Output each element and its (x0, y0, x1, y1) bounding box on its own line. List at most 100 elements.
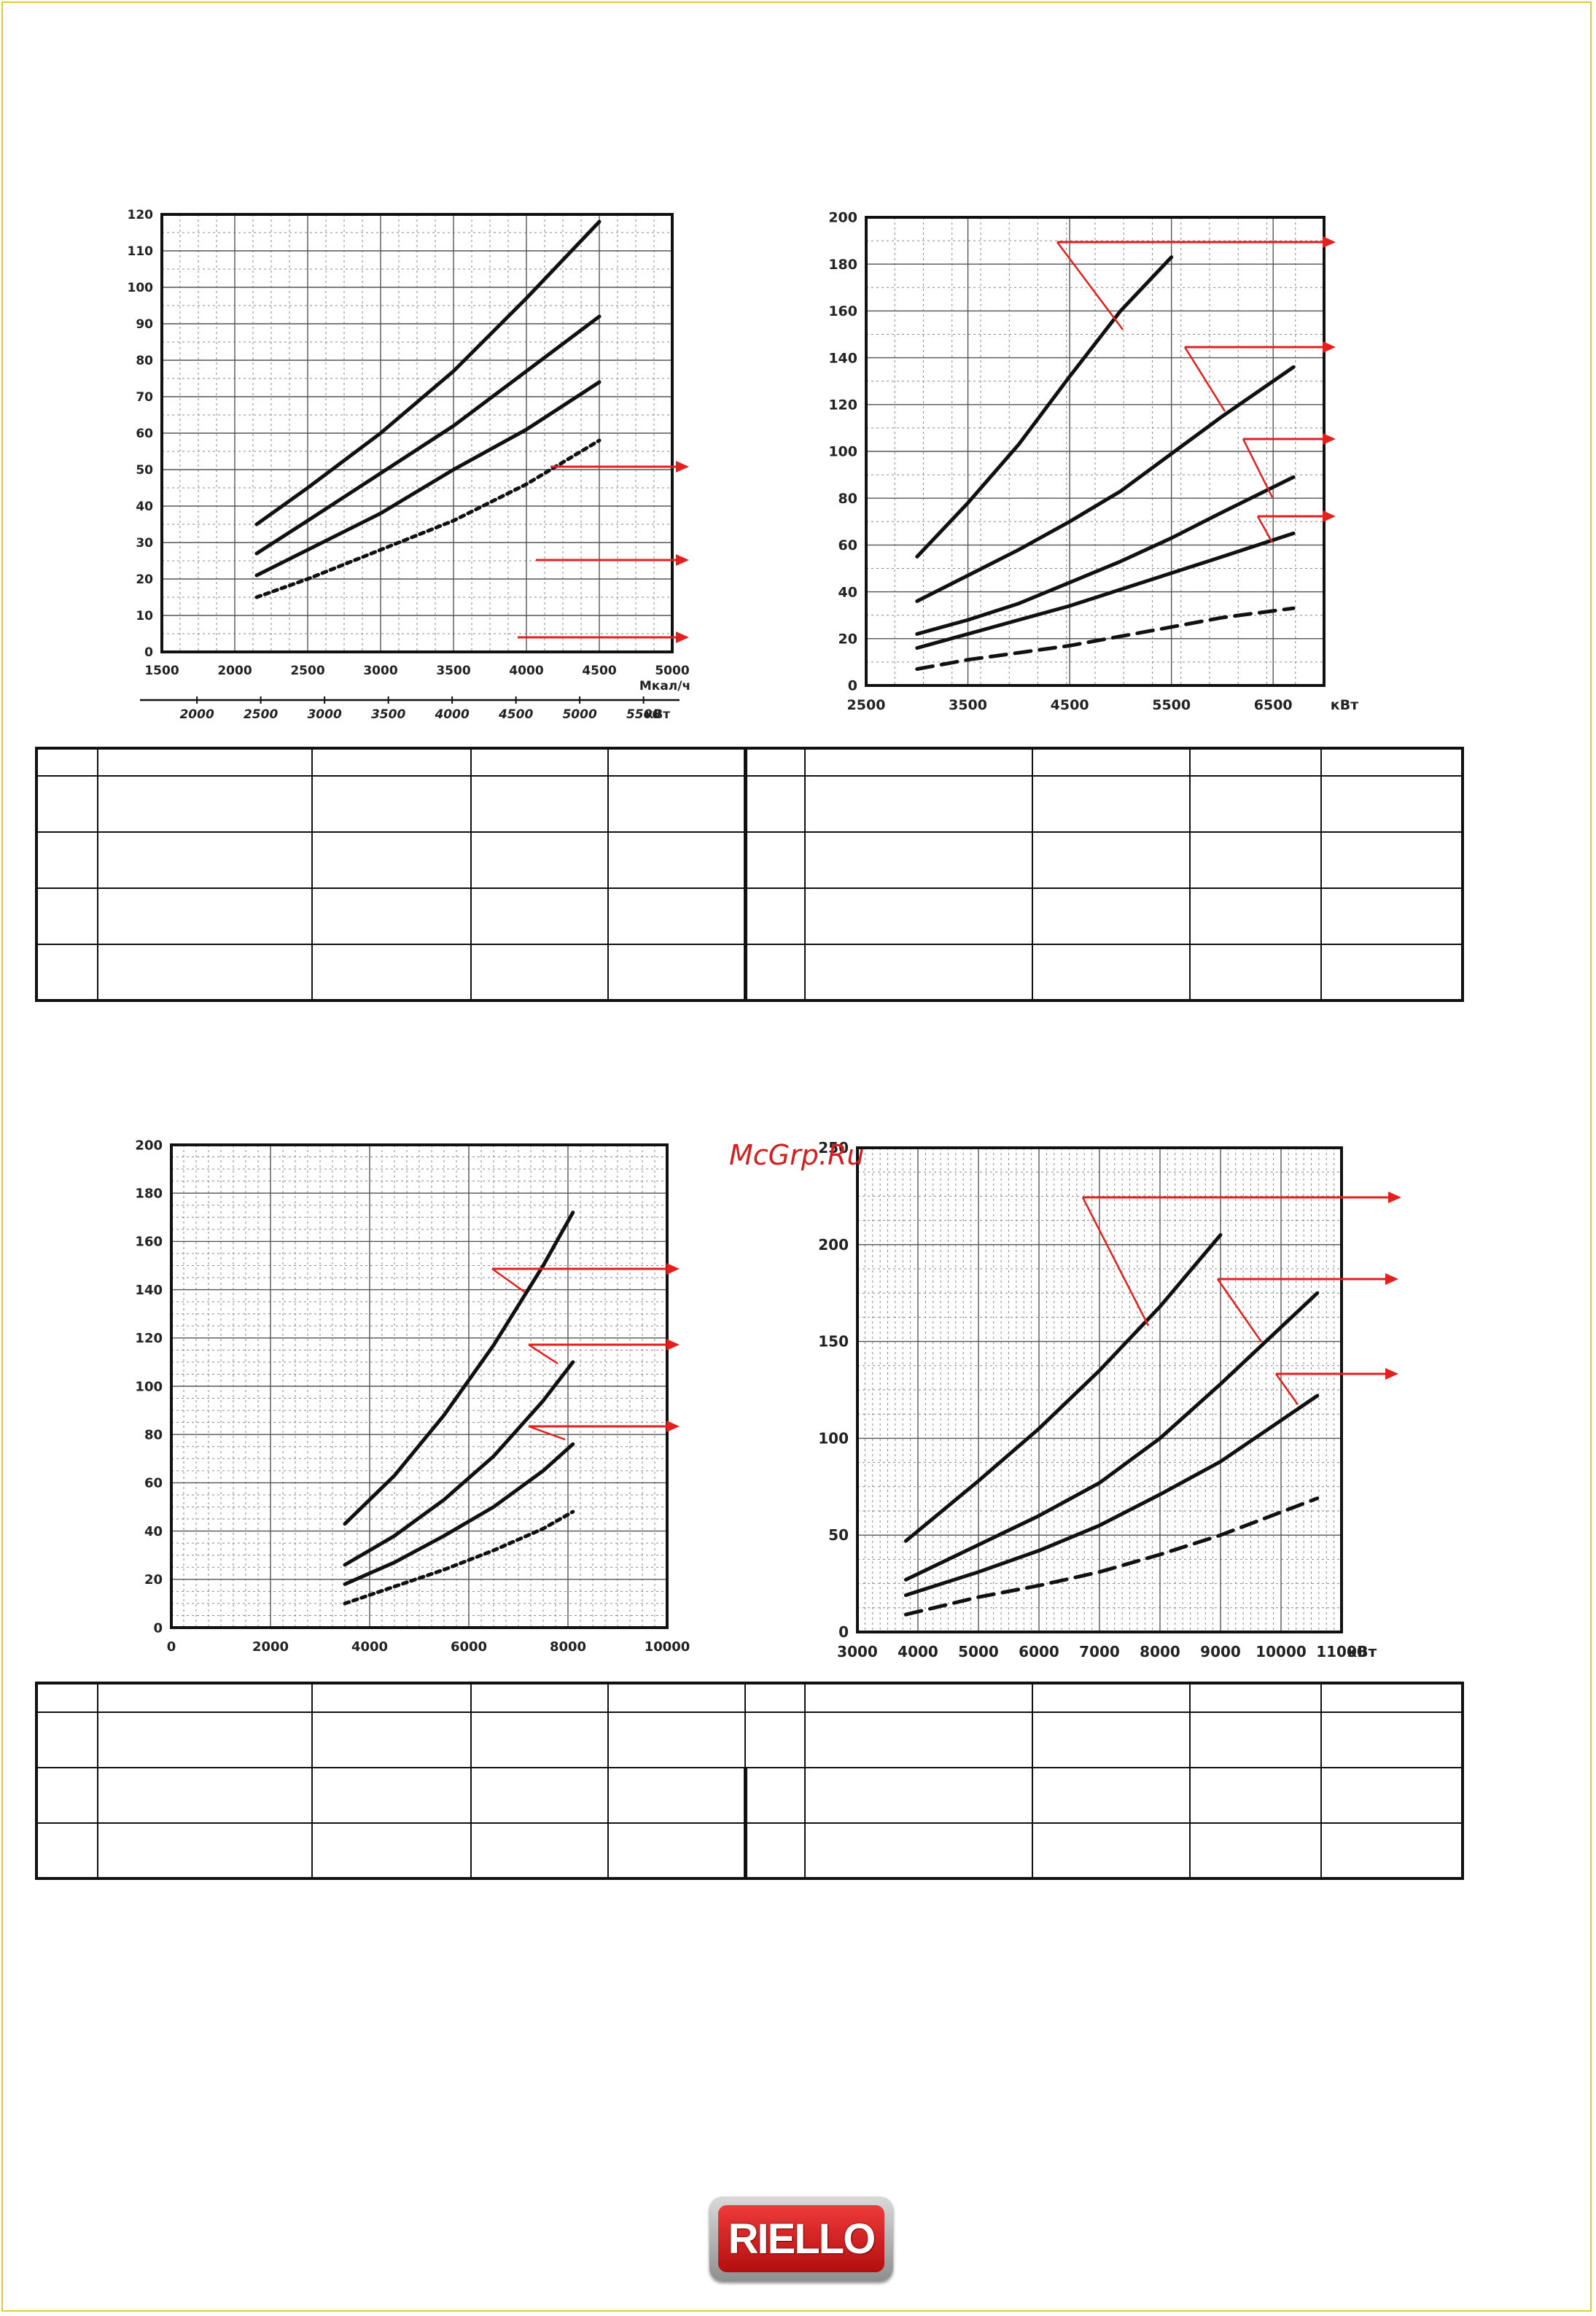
y-tick-label: 80 (144, 1428, 163, 1443)
series-line-1 (903, 1233, 1223, 1543)
arrow-leader (1056, 241, 1124, 330)
y-tick-label: 120 (135, 1331, 163, 1346)
y-tick-label: 50 (828, 1526, 849, 1544)
x-unit-label: кВт (1331, 697, 1358, 713)
x-tick-label: 7000 (1079, 1643, 1120, 1660)
x-tick-label: 6000 (451, 1639, 487, 1655)
y-tick-label: 40 (136, 500, 153, 514)
x2-tick-label: 4500 (498, 707, 533, 722)
arrow-leader (491, 1267, 526, 1294)
x-tick-label: 4000 (351, 1639, 388, 1655)
series-line-1 (254, 219, 602, 526)
y-tick-label: 30 (136, 536, 153, 551)
x-tick-label: 2000 (217, 664, 252, 678)
logo-text: RIELLO (728, 2215, 876, 2263)
x-tick-label: 10000 (1256, 1643, 1307, 1660)
y-tick-label: 200 (818, 1236, 849, 1254)
y-tick-label: 40 (144, 1524, 163, 1539)
series-line-3 (343, 1442, 575, 1586)
y-tick-label: 40 (838, 584, 857, 600)
arrow-leader (1183, 346, 1226, 412)
y-tick-label: 20 (144, 1572, 163, 1588)
arrow-head (1323, 236, 1336, 248)
watermark: McGrp.Ru (729, 1139, 865, 1171)
x-tick-label: 2500 (290, 664, 324, 678)
arrow-leader (1242, 438, 1274, 498)
y-tick-label: 80 (136, 354, 153, 368)
arrow-head (1323, 341, 1336, 353)
plot-frame (856, 1146, 1343, 1633)
x-tick-label: 4500 (582, 664, 616, 678)
x-tick-label: 5000 (958, 1643, 999, 1660)
x2-tick-label: 2500 (244, 707, 278, 722)
y-tick-label: 80 (838, 491, 857, 507)
series-line-2 (915, 365, 1296, 603)
riello-logo: RIELLO (709, 2196, 893, 2281)
arrow-head (676, 461, 689, 473)
y-tick-label: 160 (828, 303, 857, 319)
arrow-head (666, 1421, 680, 1432)
y-tick-label: 200 (135, 1138, 163, 1153)
bottom-table (35, 1682, 1464, 1880)
y-tick-label: 90 (136, 317, 153, 332)
y-tick-label: 120 (828, 397, 857, 413)
series-line-5 (915, 606, 1296, 671)
x2-unit-label: кВт (645, 707, 670, 722)
plot-frame (160, 213, 674, 653)
arrow-head (676, 632, 689, 643)
arrow-head (666, 1263, 680, 1275)
chart-bottom-right: 0 50 100 150 200 250 3000 4000 5000 6000 7000 8000 9… (818, 1139, 1401, 1660)
x-tick-label: 3000 (837, 1643, 878, 1660)
x-tick-label: 5500 (1152, 697, 1191, 713)
x2-tick-label: 3500 (371, 707, 405, 722)
x-tick-label: 3000 (363, 664, 397, 678)
plot-frame (170, 1143, 669, 1629)
x-unit-label: Мкал/ч (639, 679, 690, 693)
series-line-4 (343, 1509, 575, 1606)
y-tick-label: 0 (144, 645, 153, 660)
series-line-2 (343, 1360, 575, 1567)
arrow-leader (528, 1425, 566, 1441)
x-tick-label: 8000 (550, 1639, 586, 1655)
y-tick-label: 200 (828, 210, 857, 226)
x-tick-label: 11000 (1316, 1643, 1367, 1660)
x-tick-label: 6000 (1019, 1643, 1059, 1660)
series-line-3 (254, 380, 602, 578)
y-tick-label: 60 (136, 427, 153, 441)
x2-tick-label: 5000 (562, 707, 596, 722)
x2-tick-label: 5500 (626, 707, 661, 722)
x-tick-label: 9000 (1200, 1643, 1241, 1660)
series-line-2 (903, 1291, 1320, 1582)
x-tick-label: 3500 (436, 664, 470, 678)
plot-frame (865, 216, 1326, 687)
x2-tick-label: 4000 (434, 707, 469, 722)
y-tick-label: 140 (135, 1283, 163, 1298)
arrow-head (1323, 510, 1336, 522)
x-tick-label: 2500 (847, 697, 886, 713)
y-tick-label: 60 (838, 537, 857, 553)
x2-tick-label: 3000 (307, 707, 341, 722)
arrow-leader (1081, 1197, 1150, 1326)
y-tick-label: 10 (136, 609, 153, 623)
series-line-1 (343, 1211, 575, 1526)
y-tick-label: 60 (144, 1476, 163, 1491)
x-tick-label: 3500 (949, 697, 987, 713)
chart-top-left: 0 10 20 30 40 50 60 70 80 90 100 110 120 1500 2000 2500… (128, 208, 691, 722)
y-tick-label: 180 (828, 257, 857, 273)
y-tick-label: 0 (848, 678, 857, 694)
x-tick-label: 5000 (655, 664, 689, 678)
top-table (35, 747, 1464, 1002)
y-tick-label: 110 (128, 244, 154, 259)
y-tick-label: 160 (135, 1235, 163, 1250)
x-tick-label: 1500 (144, 664, 179, 678)
arrow-leader (1274, 1373, 1299, 1405)
arrow-head (1385, 1368, 1398, 1380)
y-tick-label: 100 (828, 444, 857, 460)
x-tick-label: 0 (167, 1639, 176, 1655)
x-tick-label: 10000 (645, 1639, 690, 1655)
arrow-head (666, 1339, 680, 1351)
y-tick-label: 150 (818, 1333, 849, 1351)
y-tick-label: 100 (128, 281, 154, 295)
series-line-1 (915, 255, 1174, 559)
y-tick-label: 20 (136, 572, 153, 587)
